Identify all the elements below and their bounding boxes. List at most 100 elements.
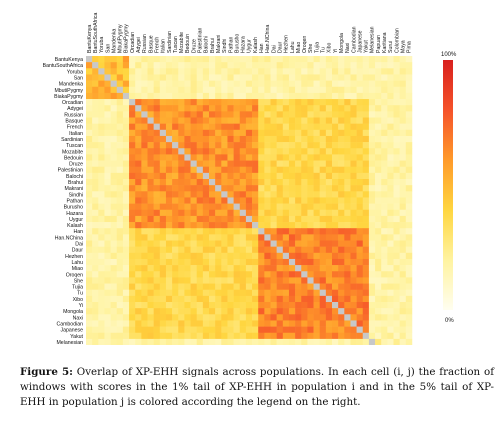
- heatmap-cell: [264, 222, 271, 229]
- heatmap-cell: [399, 111, 407, 118]
- heatmap-cell: [264, 74, 271, 81]
- heatmap-cell: [245, 185, 253, 192]
- heatmap-cell: [375, 314, 382, 321]
- heatmap-cell: [288, 283, 296, 290]
- heatmap-cell: [276, 117, 284, 124]
- heatmap-cell: [258, 123, 265, 131]
- heatmap-cell: [288, 302, 296, 309]
- heatmap-cell: [282, 265, 290, 272]
- heatmap-cell: [362, 320, 370, 327]
- column-label: BiakaPygmy: [124, 24, 130, 53]
- heatmap-cell: [122, 86, 130, 94]
- heatmap-cell: [387, 135, 394, 143]
- heatmap-cell: [313, 283, 320, 290]
- heatmap-cell: [356, 197, 364, 204]
- heatmap-cell: [338, 252, 345, 260]
- heatmap-cell: [387, 277, 394, 284]
- heatmap-cell: [104, 240, 111, 247]
- heatmap-cell: [319, 338, 327, 345]
- heatmap-cell: [86, 172, 93, 180]
- heatmap-cell: [338, 203, 345, 211]
- heatmap-cell: [405, 56, 413, 63]
- heatmap-cell: [86, 277, 93, 284]
- heatmap-cell: [245, 191, 253, 198]
- heatmap-cell: [405, 111, 413, 118]
- heatmap-cell: [233, 215, 241, 223]
- heatmap-cell: [172, 74, 179, 81]
- heatmap-cell: [338, 80, 345, 88]
- heatmap-cell: [209, 215, 216, 223]
- heatmap-cell: [172, 277, 179, 284]
- heatmap-cell: [172, 332, 179, 340]
- heatmap-cell: [190, 62, 197, 69]
- heatmap-cell: [350, 185, 357, 192]
- row-label: Cambodian: [56, 321, 83, 327]
- heatmap-cell: [110, 56, 118, 63]
- heatmap-cell: [178, 228, 185, 235]
- heatmap-cell: [276, 166, 284, 174]
- heatmap-cell: [282, 62, 290, 69]
- heatmap-cell: [141, 68, 148, 75]
- heatmap-cell: [301, 283, 308, 290]
- heatmap-cell: [381, 308, 388, 315]
- heatmap-cell: [135, 148, 142, 155]
- heatmap-cell: [153, 185, 161, 192]
- column-label: Cambodian: [351, 26, 357, 53]
- heatmap-cell: [270, 62, 277, 69]
- heatmap-cell: [387, 99, 394, 106]
- heatmap-cell: [301, 74, 308, 81]
- heatmap-cell: [135, 338, 142, 345]
- row-label: Han.NChina: [55, 235, 83, 241]
- heatmap-cell: [338, 308, 345, 315]
- heatmap-cell: [239, 99, 247, 106]
- heatmap-cell: [239, 191, 247, 198]
- heatmap-cell: [172, 320, 179, 327]
- heatmap-cell: [202, 332, 210, 340]
- heatmap-cell: [190, 111, 197, 118]
- heatmap-cell: [178, 222, 185, 229]
- heatmap-cell: [405, 338, 413, 345]
- heatmap-cell: [338, 117, 345, 124]
- heatmap-cell: [172, 154, 179, 161]
- row-label: BantuSouthAfrica: [43, 63, 83, 69]
- heatmap-cell: [282, 295, 290, 303]
- heatmap-cell: [375, 338, 382, 345]
- heatmap-cell: [122, 197, 130, 204]
- heatmap-cell: [332, 92, 339, 100]
- heatmap-cell: [356, 332, 364, 340]
- heatmap-cell: [344, 142, 351, 149]
- heatmap-cell: [405, 142, 413, 149]
- heatmap-cell: [301, 123, 308, 131]
- column-label: Druze: [191, 39, 197, 53]
- heatmap-cell: [356, 105, 364, 112]
- heatmap-cell: [270, 74, 277, 81]
- heatmap-cell: [245, 56, 253, 63]
- heatmap-cell: [264, 105, 271, 112]
- heatmap-cell: [307, 185, 314, 192]
- heatmap-cell: [233, 228, 241, 235]
- heatmap-cell: [332, 86, 339, 94]
- heatmap-cell: [375, 271, 382, 278]
- heatmap-cell: [104, 222, 111, 229]
- heatmap-cell: [387, 246, 394, 254]
- heatmap-cell: [245, 111, 253, 118]
- heatmap-cell: [184, 185, 191, 192]
- heatmap-cell: [202, 338, 210, 345]
- heatmap-cell: [233, 123, 241, 131]
- heatmap-cell: [301, 117, 308, 124]
- heatmap-cell: [405, 80, 413, 88]
- heatmap-cell: [147, 135, 154, 143]
- heatmap-cell: [252, 92, 259, 100]
- heatmap-cell: [190, 283, 197, 290]
- heatmap-cell: [110, 99, 118, 106]
- heatmap-cell: [301, 179, 308, 186]
- heatmap-cell: [202, 111, 210, 118]
- heatmap-cell: [325, 320, 333, 327]
- heatmap-cell: [209, 74, 216, 81]
- heatmap-cell: [165, 62, 173, 69]
- heatmap-cell: [98, 234, 105, 241]
- heatmap-cell: [301, 332, 308, 340]
- heatmap-cell: [344, 338, 351, 345]
- heatmap-cell: [332, 191, 339, 198]
- heatmap-cell: [202, 80, 210, 88]
